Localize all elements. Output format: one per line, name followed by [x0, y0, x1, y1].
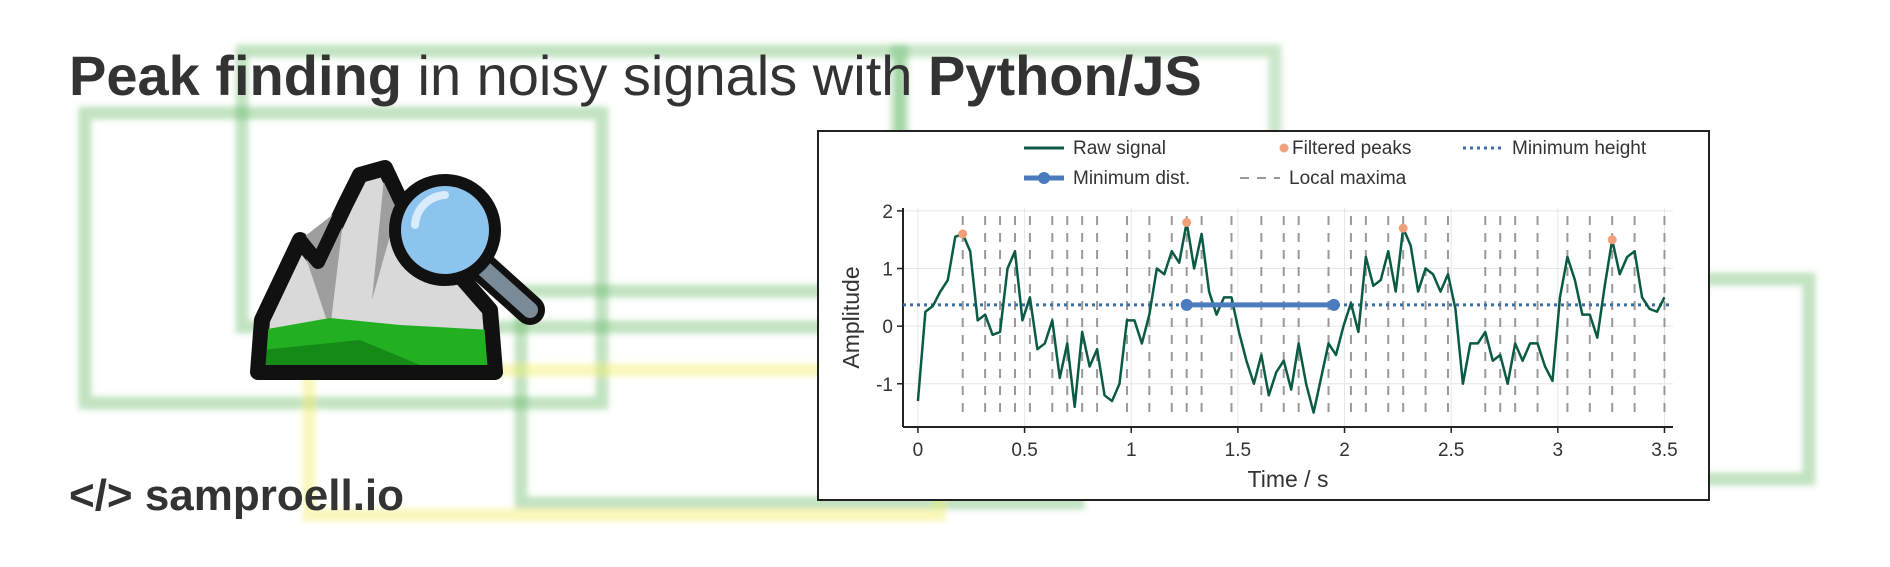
x-tick-label: 1.5 — [1225, 440, 1251, 461]
filtered-peak — [1182, 217, 1192, 227]
x-tick-label: 2.5 — [1438, 440, 1464, 461]
x-axis-label: Time / s — [1248, 466, 1329, 492]
x-tick-label: 2 — [1339, 440, 1350, 461]
x-tick-label: 0 — [913, 440, 924, 461]
x-tick-label: 1 — [1126, 440, 1137, 461]
x-tick-label: 3.5 — [1651, 440, 1677, 461]
title-bold: Python/JS — [928, 44, 1202, 107]
y-axis-label: Amplitude — [838, 266, 864, 368]
y-tick-label: 1 — [882, 260, 893, 281]
title-regular: in noisy signals with — [402, 44, 928, 107]
x-tick-label: 3 — [1553, 440, 1564, 461]
legend-swatch — [1279, 143, 1289, 153]
filtered-peak — [1607, 235, 1617, 245]
legend-item: Minimum dist. — [1024, 168, 1190, 189]
filtered-peak — [1398, 223, 1408, 233]
legend-label: Local maxima — [1289, 168, 1407, 189]
title-bold: Peak finding — [69, 44, 402, 107]
site-link: </> samproell.io — [69, 471, 404, 520]
legend-label: Minimum dist. — [1073, 168, 1190, 189]
filtered-peak — [958, 229, 968, 239]
y-tick-label: -1 — [876, 375, 893, 396]
y-tick-label: 2 — [882, 202, 893, 223]
minimum-distance-end — [1180, 298, 1193, 311]
legend-swatch — [1038, 172, 1050, 184]
raw-signal — [916, 221, 1666, 414]
legend-item: Local maxima — [1240, 168, 1407, 189]
y-tick-label: 0 — [882, 317, 893, 338]
chart: -1 0 1 2 0 0.5 1 1.5 2 2.5 3 3.5 Time / s Amplitude Ra… — [838, 138, 1678, 492]
minimum-distance-end — [1327, 298, 1340, 311]
icon — [250, 160, 545, 380]
legend-label: Minimum height — [1512, 138, 1647, 159]
legend-label: Filtered peaks — [1292, 138, 1411, 159]
legend-label: Raw signal — [1073, 138, 1166, 159]
legend-item: Raw signal — [1024, 138, 1166, 159]
legend-item: Filtered peaks — [1279, 138, 1411, 159]
chart-frame — [817, 130, 1710, 501]
title: Peak finding in noisy signals with Pytho… — [69, 44, 1202, 107]
x-tick-label: 0.5 — [1011, 440, 1037, 461]
legend-item: Minimum height — [1463, 138, 1647, 159]
